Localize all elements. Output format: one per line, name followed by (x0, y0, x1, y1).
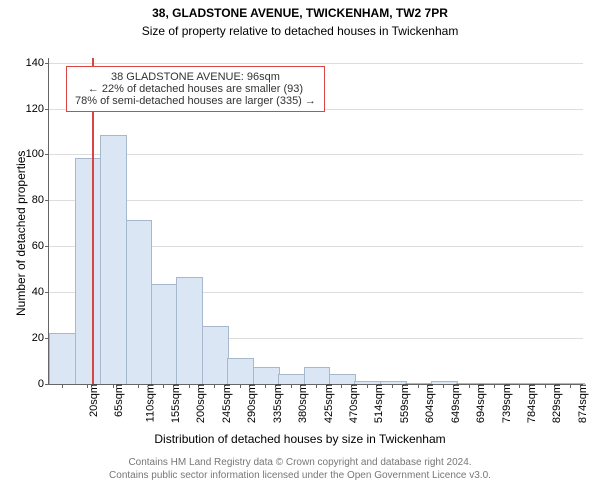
xtick-mark (291, 384, 292, 388)
xtick-mark (519, 384, 520, 388)
ytick-label: 80 (32, 194, 49, 206)
xtick-label: 65sqm (111, 384, 125, 417)
xtick-label: 829sqm (550, 384, 564, 423)
histogram-bar (202, 326, 229, 384)
xtick-mark (545, 384, 546, 388)
annotation-line: 78% of semi-detached houses are larger (… (75, 95, 316, 107)
xtick-label: 739sqm (499, 384, 513, 423)
xtick-mark (163, 384, 164, 388)
xtick-label: 514sqm (372, 384, 386, 423)
xtick-label: 604sqm (422, 384, 436, 423)
xtick-label: 200sqm (194, 384, 208, 423)
xtick-label: 874sqm (575, 384, 589, 423)
annotation-box: 38 GLADSTONE AVENUE: 96sqm← 22% of detac… (66, 66, 325, 112)
xtick-mark (418, 384, 419, 388)
histogram-bar (227, 358, 254, 384)
xtick-label: 290sqm (244, 384, 258, 423)
xtick-mark (469, 384, 470, 388)
y-axis-label: Number of detached properties (14, 151, 28, 316)
histogram-bar (253, 367, 280, 384)
histogram-bar (176, 277, 203, 384)
xtick-label: 380sqm (295, 384, 309, 423)
xtick-mark (87, 384, 88, 388)
histogram-bar (278, 374, 305, 384)
xtick-mark (494, 384, 495, 388)
xtick-mark (138, 384, 139, 388)
xtick-mark (443, 384, 444, 388)
xtick-label: 694sqm (473, 384, 487, 423)
annotation-line: 38 GLADSTONE AVENUE: 96sqm (75, 71, 316, 83)
xtick-mark (392, 384, 393, 388)
histogram-bar (304, 367, 331, 384)
xtick-mark (341, 384, 342, 388)
chart-container: 38, GLADSTONE AVENUE, TWICKENHAM, TW2 7P… (0, 0, 600, 500)
histogram-bar (100, 135, 127, 384)
footnote-line2: Contains public sector information licen… (0, 469, 600, 482)
histogram-bar (329, 374, 356, 384)
xtick-mark (214, 384, 215, 388)
xtick-label: 470sqm (346, 384, 360, 423)
footnote-line1: Contains HM Land Registry data © Crown c… (0, 456, 600, 469)
xtick-mark (113, 384, 114, 388)
xtick-mark (570, 384, 571, 388)
chart-title: 38, GLADSTONE AVENUE, TWICKENHAM, TW2 7P… (0, 6, 600, 20)
ytick-label: 0 (38, 378, 49, 390)
histogram-bar (151, 284, 178, 384)
xtick-mark (316, 384, 317, 388)
xtick-mark (62, 384, 63, 388)
xtick-mark (240, 384, 241, 388)
histogram-bar (75, 158, 102, 384)
ytick-label: 100 (26, 148, 49, 160)
xtick-mark (265, 384, 266, 388)
ytick-label: 140 (26, 57, 49, 69)
ytick-label: 40 (32, 286, 49, 298)
xtick-label: 155sqm (168, 384, 182, 423)
xtick-label: 335sqm (270, 384, 284, 423)
xtick-label: 20sqm (86, 384, 100, 417)
x-axis-label: Distribution of detached houses by size … (0, 432, 600, 446)
gridline (49, 154, 583, 155)
footnote: Contains HM Land Registry data © Crown c… (0, 456, 600, 482)
xtick-mark (189, 384, 190, 388)
chart-subtitle: Size of property relative to detached ho… (0, 24, 600, 38)
xtick-label: 425sqm (321, 384, 335, 423)
ytick-label: 60 (32, 240, 49, 252)
gridline (49, 63, 583, 64)
ytick-label: 120 (26, 103, 49, 115)
ytick-label: 20 (32, 332, 49, 344)
xtick-label: 245sqm (219, 384, 233, 423)
xtick-label: 110sqm (142, 384, 156, 422)
histogram-bar (49, 333, 76, 385)
xtick-mark (367, 384, 368, 388)
xtick-label: 649sqm (448, 384, 462, 423)
histogram-bar (126, 220, 153, 384)
annotation-line: ← 22% of detached houses are smaller (93… (75, 83, 316, 95)
xtick-label: 784sqm (524, 384, 538, 423)
xtick-label: 559sqm (397, 384, 411, 423)
gridline (49, 200, 583, 201)
